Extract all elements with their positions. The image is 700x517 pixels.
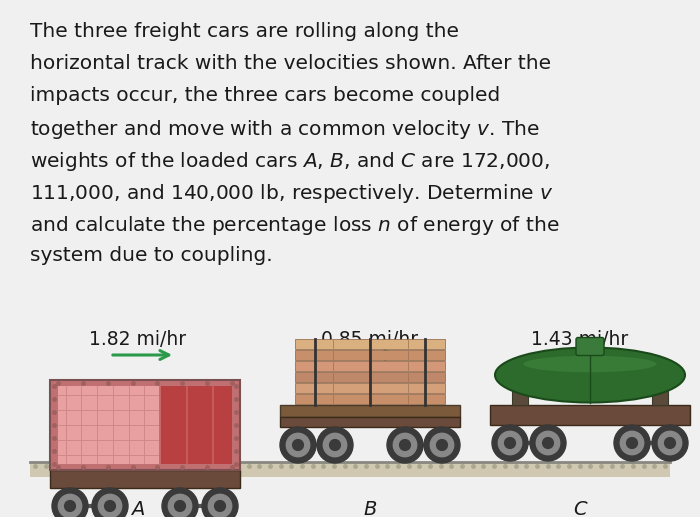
Circle shape [492, 425, 528, 461]
Text: horizontal track with the velocities shown. After the: horizontal track with the velocities sho… [30, 54, 551, 73]
Text: weights of the loaded cars $A$, $B$, and $C$ are 172,000,: weights of the loaded cars $A$, $B$, and… [30, 150, 550, 173]
Circle shape [286, 433, 309, 457]
Circle shape [330, 439, 340, 450]
Circle shape [393, 433, 416, 457]
Circle shape [430, 433, 454, 457]
Bar [295, 383, 445, 393]
Circle shape [658, 431, 682, 454]
Bar [30, 462, 670, 477]
Bar [295, 372, 445, 382]
Bar [232, 380, 240, 470]
Circle shape [400, 439, 410, 450]
Circle shape [64, 500, 76, 511]
Circle shape [323, 433, 346, 457]
Circle shape [202, 488, 238, 517]
Ellipse shape [524, 356, 657, 372]
Text: together and move with a common velocity $v$. The: together and move with a common velocity… [30, 118, 540, 141]
Circle shape [168, 494, 192, 517]
Circle shape [280, 427, 316, 463]
Bar [280, 405, 460, 417]
Ellipse shape [495, 347, 685, 403]
Bar [652, 370, 668, 405]
Circle shape [542, 437, 554, 448]
Text: and calculate the percentage loss $n$ of energy of the: and calculate the percentage loss $n$ of… [30, 214, 559, 237]
FancyBboxPatch shape [576, 338, 604, 356]
Circle shape [387, 427, 423, 463]
Circle shape [505, 437, 515, 448]
Circle shape [209, 494, 232, 517]
Circle shape [317, 427, 353, 463]
Bar [280, 417, 460, 427]
Text: 1.43 mi/hr: 1.43 mi/hr [531, 330, 629, 349]
Circle shape [215, 500, 225, 511]
Bar [490, 405, 690, 425]
Circle shape [664, 437, 676, 448]
Bar [50, 380, 240, 386]
Text: 1.82 mi/hr: 1.82 mi/hr [90, 330, 187, 349]
Circle shape [58, 494, 82, 517]
Bar [50, 470, 240, 488]
Text: impacts occur, the three cars become coupled: impacts occur, the three cars become cou… [30, 86, 500, 105]
Circle shape [536, 431, 560, 454]
Circle shape [626, 437, 638, 448]
Bar [50, 380, 240, 470]
Circle shape [92, 488, 128, 517]
Bar [512, 370, 528, 405]
Bar [295, 350, 445, 360]
Bar [50, 380, 58, 470]
Bar [295, 361, 445, 371]
Circle shape [162, 488, 198, 517]
Bar [160, 380, 240, 470]
Text: 0.85 mi/hr: 0.85 mi/hr [321, 330, 419, 349]
Text: The three freight cars are rolling along the: The three freight cars are rolling along… [30, 22, 459, 41]
Text: B: B [363, 500, 377, 517]
Circle shape [620, 431, 644, 454]
Bar [295, 394, 445, 404]
Circle shape [293, 439, 303, 450]
Circle shape [530, 425, 566, 461]
Bar [50, 464, 240, 470]
Circle shape [174, 500, 186, 511]
Bar [50, 380, 240, 470]
Circle shape [424, 427, 460, 463]
Circle shape [104, 500, 116, 511]
Circle shape [652, 425, 688, 461]
Text: C: C [573, 500, 587, 517]
Text: 111,000, and 140,000 lb, respectively. Determine $v$: 111,000, and 140,000 lb, respectively. D… [30, 182, 554, 205]
Circle shape [498, 431, 522, 454]
Circle shape [614, 425, 650, 461]
Bar [295, 339, 445, 349]
Text: system due to coupling.: system due to coupling. [30, 246, 272, 265]
Circle shape [98, 494, 122, 517]
Text: A: A [132, 500, 145, 517]
Circle shape [52, 488, 88, 517]
Circle shape [437, 439, 447, 450]
